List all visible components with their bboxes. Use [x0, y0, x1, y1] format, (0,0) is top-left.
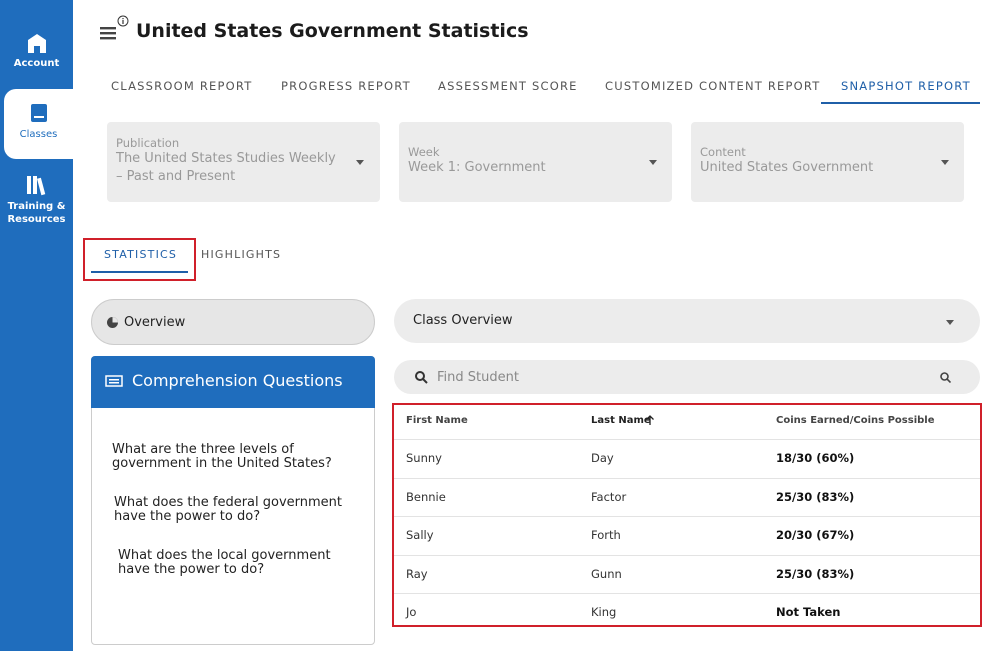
publication-dropdown[interactable]: Publication The United States Studies We…	[107, 122, 380, 202]
dropdown-caret	[946, 320, 954, 325]
table-cell: Day	[591, 451, 614, 465]
page-title: United States Government Statistics	[136, 20, 529, 42]
search-icon	[415, 371, 428, 384]
filter-label: Content	[700, 145, 746, 159]
highlight-box	[392, 403, 982, 627]
dropdown-caret	[941, 160, 949, 165]
table-cell: Bennie	[406, 489, 446, 504]
table-cell: Sunny	[406, 451, 442, 465]
table-cell: 18/30 (60%)	[776, 451, 855, 465]
overview-button[interactable]: Overview	[91, 299, 375, 345]
filter-label: Publication	[116, 136, 180, 150]
overview-label: Overview	[124, 315, 186, 330]
questions-header: Comprehension Questions	[91, 356, 375, 408]
tab-underline	[821, 102, 980, 104]
row-divider	[394, 516, 980, 517]
report-tab[interactable]: ASSESSMENT SCORE	[438, 79, 578, 93]
table-cell: Ray	[406, 566, 428, 581]
row-divider	[394, 554, 980, 556]
questions-icon	[105, 375, 123, 387]
week-dropdown[interactable]: Week Week 1: Government	[399, 122, 672, 202]
search-icon[interactable]	[940, 372, 951, 383]
column-header[interactable]: Coins Earned/Coins Possible	[776, 415, 935, 426]
filter-value: Week 1: Government	[408, 160, 546, 175]
table-cell: Forth	[591, 528, 621, 542]
sidebar-item[interactable]: Classes	[4, 89, 73, 159]
report-tab[interactable]: CLASSROOM REPORT	[111, 79, 253, 93]
question[interactable]: What does the federal government have th…	[114, 495, 342, 524]
table-cell: Gunn	[591, 566, 622, 581]
highlight-box	[83, 238, 196, 281]
filter-value: United States Government	[700, 160, 874, 175]
class-dropdown-value: Class Overview	[413, 313, 513, 328]
questions-card: Comprehension Questions What are the thr…	[91, 356, 375, 645]
sidebar-item[interactable]: Account	[0, 30, 73, 75]
table-cell: 20/30 (67%)	[776, 528, 855, 542]
table-cell: King	[591, 605, 617, 619]
subtab[interactable]: HIGHLIGHTS	[201, 248, 282, 261]
filter-label: Week	[408, 145, 440, 159]
table-cell: Factor	[591, 489, 627, 504]
table-cell: Not Taken	[776, 605, 841, 619]
row-divider	[394, 439, 980, 440]
question[interactable]: What does the local government have the …	[118, 548, 331, 577]
row-divider	[394, 593, 980, 594]
search-field[interactable]: Find Student	[394, 360, 980, 394]
table-cell: Jo	[406, 605, 417, 619]
pie-icon	[107, 317, 118, 328]
subtab-underline	[91, 271, 188, 273]
search-placeholder: Find Student	[437, 370, 519, 385]
column-header[interactable]: Last Name	[591, 415, 651, 426]
menu-icon[interactable]	[100, 26, 118, 40]
content-dropdown[interactable]: Content United States Government	[691, 122, 964, 202]
subtab-active[interactable]: STATISTICS	[104, 248, 178, 261]
dropdown-caret	[356, 160, 364, 165]
account-icon	[27, 34, 46, 53]
row-divider	[394, 477, 980, 479]
sort-arrow	[646, 415, 654, 425]
sidebar-label: Classes	[19, 129, 58, 140]
report-tab[interactable]: CUSTOMIZED CONTENT REPORT	[605, 79, 821, 93]
table-cell: Sally	[406, 528, 434, 542]
sidebar-label: Training & Resources	[7, 201, 66, 225]
sidebar-item[interactable]: Training & Resources	[0, 174, 73, 229]
column-header[interactable]: First Name	[406, 415, 468, 426]
question[interactable]: What are the three levels of government …	[112, 442, 332, 471]
report-tab-active[interactable]: SNAPSHOT REPORT	[841, 79, 971, 93]
sidebar-label: Account	[13, 58, 60, 69]
table-cell: 25/30 (83%)	[776, 489, 855, 504]
questions-title: Comprehension Questions	[132, 371, 343, 390]
info-icon[interactable]	[117, 15, 129, 27]
dropdown-caret	[649, 160, 657, 165]
training-icon	[26, 176, 45, 196]
class-dropdown[interactable]: Class Overview	[394, 299, 980, 343]
classes-icon	[30, 104, 47, 122]
filter-value: The United States Studies Weekly – Past …	[116, 151, 336, 184]
table-cell: 25/30 (83%)	[776, 566, 855, 581]
report-tab[interactable]: PROGRESS REPORT	[281, 79, 411, 93]
